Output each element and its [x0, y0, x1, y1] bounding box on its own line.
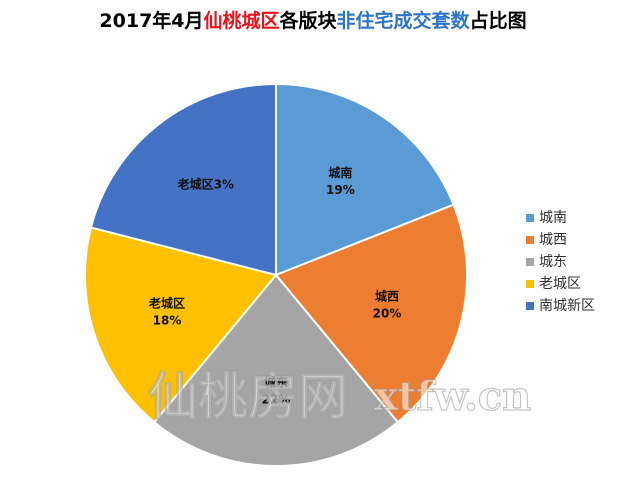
slice-label-3: 老城区 — [149, 295, 185, 310]
slice-percent-3: 18% — [153, 313, 182, 327]
title-part-1: 仙桃城区 — [203, 10, 280, 32]
pie-slice-0 — [275, 82, 455, 277]
slice-label-4: 老城区3% — [178, 176, 234, 191]
pie-slice-1 — [274, 203, 468, 424]
legend-label-2: 城东 — [539, 254, 567, 270]
slice-label-2: 城东 — [264, 375, 288, 390]
pie-slice-4 — [89, 82, 277, 277]
pie-slice-2 — [152, 273, 400, 467]
title-part-4: 占比图 — [469, 10, 527, 32]
watermark-cn: 仙桃房网 — [148, 368, 348, 426]
slice-percent-1: 20% — [373, 306, 402, 320]
title-part-0: 2017年4月 — [99, 10, 204, 32]
slice-percent-0: 19% — [326, 183, 355, 197]
chart-title: 2017年4月仙桃城区各版块非住宅成交套数占比图 — [0, 6, 626, 33]
pie-slice-3 — [84, 226, 278, 424]
pie-slices — [84, 82, 468, 467]
watermark-en: xtfw.cn — [374, 373, 531, 420]
legend-swatch-1 — [526, 236, 534, 244]
slice-label-1: 城西 — [375, 288, 399, 303]
legend-label-3: 老城区 — [539, 276, 581, 292]
legend-swatch-4 — [526, 302, 534, 310]
watermark: 仙桃房网 xtfw.cn — [147, 360, 548, 430]
slice-label-0: 城南 — [328, 165, 352, 180]
legend-swatch-3 — [526, 280, 534, 288]
legend-label-4: 南城新区 — [539, 298, 595, 314]
legend-label-0: 城南 — [539, 210, 567, 226]
title-part-3: 非住宅成交套数 — [336, 10, 470, 32]
legend-swatch-0 — [526, 214, 534, 222]
slice-labels: 城南 19% 城西 20% 城东 22% 老城区 18% 老城区3% — [149, 165, 401, 406]
legend-label-1: 城西 — [539, 232, 567, 248]
title-part-2: 各版块 — [279, 10, 337, 32]
legend-swatch-2 — [526, 258, 534, 266]
slice-percent-2: 22% — [262, 393, 291, 407]
